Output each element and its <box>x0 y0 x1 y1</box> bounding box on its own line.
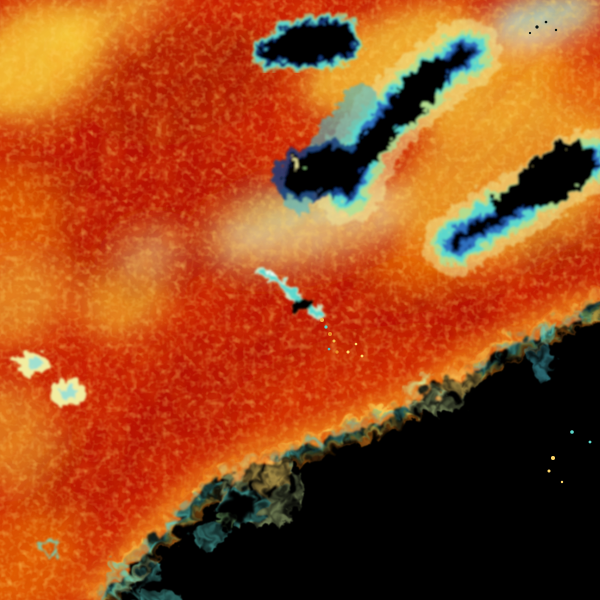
warm-cells-left <box>14 350 82 554</box>
speck <box>320 318 324 322</box>
interior-cloud <box>206 508 230 522</box>
cold-blob-core <box>488 178 536 212</box>
interior-cloud <box>532 324 548 336</box>
cold-patch-core <box>255 18 352 61</box>
speck <box>332 339 336 343</box>
island-streak <box>253 263 325 319</box>
cold-band-core <box>346 115 394 165</box>
speck <box>328 332 332 336</box>
speck <box>266 270 270 274</box>
speck <box>346 350 350 354</box>
warm-cell-ring <box>38 536 56 554</box>
warm-cell-core <box>56 383 72 395</box>
speck <box>273 276 277 280</box>
speck <box>588 440 592 444</box>
speck <box>528 31 532 35</box>
speck <box>535 25 539 29</box>
speck <box>551 456 555 460</box>
speck <box>289 160 293 164</box>
interior-cloud <box>96 552 154 592</box>
speck <box>560 480 564 484</box>
hot-side-specks <box>346 342 364 358</box>
interior-cloud <box>524 328 548 376</box>
speckle-cluster <box>236 452 288 488</box>
speck <box>360 354 364 358</box>
cold-blob-right <box>420 124 600 272</box>
cold-region-lower-right <box>71 281 600 600</box>
interior-cloud <box>185 516 225 544</box>
island-streak-cyan <box>255 265 323 317</box>
speckle-cluster <box>430 362 474 390</box>
cold-band-core <box>384 54 446 122</box>
speck <box>570 430 574 434</box>
cold-band-tail-core <box>279 143 357 193</box>
speck <box>354 342 358 346</box>
interior-cold-clouds <box>96 324 548 600</box>
speck <box>324 325 328 329</box>
speck <box>335 350 339 354</box>
speck <box>327 347 331 351</box>
interior-cloud <box>126 584 178 600</box>
warm-cell-core <box>23 357 37 367</box>
speck-chain <box>320 318 339 354</box>
speck <box>299 164 303 168</box>
haze-specks <box>528 20 558 35</box>
interior-specks <box>547 430 592 484</box>
island-black-dot <box>289 293 309 309</box>
cold-patch-top <box>247 10 360 69</box>
speck <box>554 28 558 32</box>
speck <box>547 469 551 473</box>
cold-band-diagonal <box>268 15 499 221</box>
speck <box>544 20 548 24</box>
speck <box>259 265 265 271</box>
